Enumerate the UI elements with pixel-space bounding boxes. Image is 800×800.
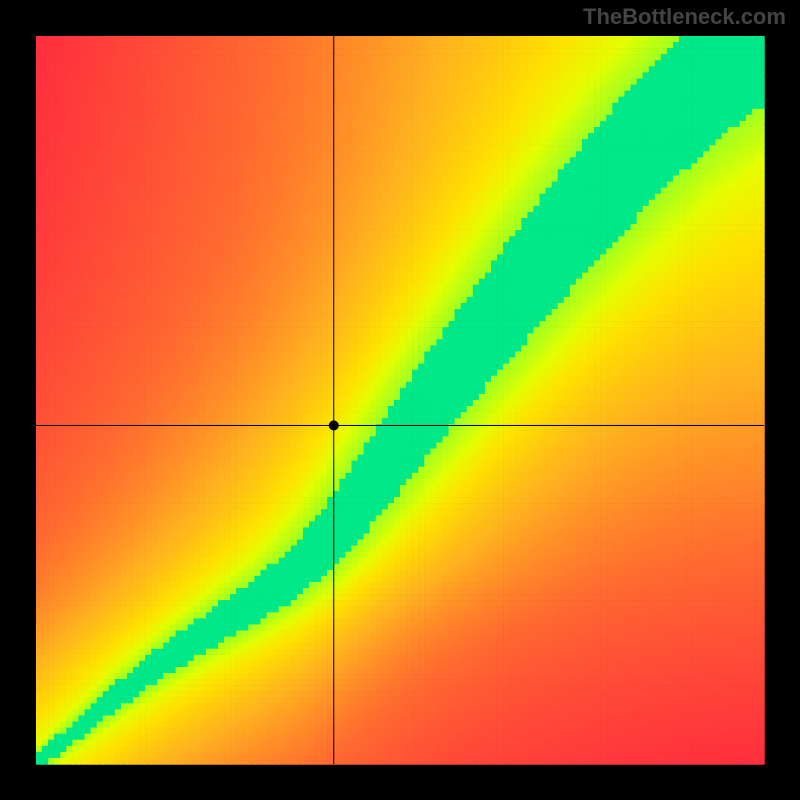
chart-container: TheBottleneck.com bbox=[0, 0, 800, 800]
attribution-text: TheBottleneck.com bbox=[583, 4, 786, 30]
bottleneck-heatmap bbox=[0, 0, 800, 800]
